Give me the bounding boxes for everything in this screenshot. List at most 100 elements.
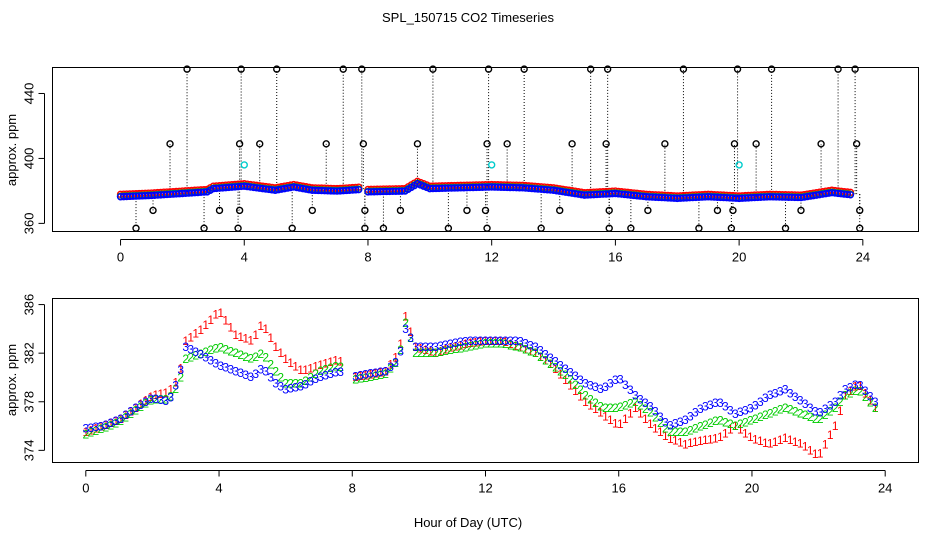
bottom-series-2-mark: 2 [452, 342, 459, 356]
bottom-series-2-mark: 2 [232, 346, 239, 360]
bottom-series-3-mark: 3 [177, 363, 184, 377]
bottom-series-1-mark: 1 [322, 356, 329, 370]
bottom-series-1-mark: 1 [752, 432, 759, 446]
bottom-series-1-mark: 1 [317, 358, 324, 372]
bottom-series-2-mark: 2 [357, 372, 364, 386]
top-low-outlier-point [308, 206, 316, 215]
bottom-series-3-mark: 3 [157, 393, 164, 407]
bottom-series-1-mark: 1 [662, 429, 669, 443]
bottom-series-1-mark: 1 [502, 335, 509, 349]
bottom-series-1-mark: 1 [197, 323, 204, 337]
bottom-x-tick-label: 20 [745, 481, 759, 496]
bottom-series-2-mark: 2 [392, 356, 399, 370]
bottom-series-1-mark: 1 [392, 351, 399, 365]
bottom-series-3-mark: 3 [322, 368, 329, 382]
bottom-series-1-mark: 1 [617, 417, 624, 431]
bottom-series-3-mark: 3 [862, 384, 869, 398]
bottom-series-2-mark: 2 [432, 346, 439, 360]
top-low-outlier-point [644, 206, 652, 215]
bottom-series-2-mark: 2 [377, 368, 384, 382]
top-low-outlier-point [481, 206, 490, 215]
top-high-outlier-point [235, 140, 244, 148]
bottom-series-1-mark: 1 [377, 365, 384, 379]
top-low-outlier-point [627, 224, 635, 232]
bottom-series-3-mark: 3 [707, 398, 714, 412]
bottom-series-1-mark: 1 [297, 363, 304, 377]
top-high-outlier-point [166, 140, 174, 148]
bottom-series-3-mark: 3 [747, 401, 754, 415]
bottom-series-1-mark: 1 [242, 332, 249, 346]
bottom-series-1-mark: 1 [487, 334, 494, 348]
bottom-series-3-mark: 3 [567, 366, 574, 380]
bottom-series-3-mark: 3 [692, 406, 699, 420]
bottom-series-2-mark: 2 [132, 403, 139, 417]
top-point-blue [354, 185, 363, 194]
top-point-blue [351, 186, 360, 194]
bottom-series-2-mark: 2 [362, 371, 369, 385]
top-point-blue [846, 191, 855, 199]
bottom-series-3-mark: 3 [372, 366, 379, 380]
bottom-series-2-mark: 2 [562, 368, 569, 382]
bottom-series-3-mark: 3 [132, 401, 139, 415]
top-y-tick-label: 360 [22, 213, 37, 235]
bottom-series-1-mark: 1 [557, 367, 564, 381]
bottom-series-3-mark: 3 [197, 348, 204, 362]
top-high-outlier-point [851, 65, 859, 73]
bottom-series-3-mark: 3 [712, 396, 719, 410]
top-y-axis-title: approx. ppm [4, 114, 19, 186]
bottom-series-2-mark: 2 [752, 412, 759, 426]
top-high-outlier-point [733, 65, 742, 73]
bottom-series-2-mark: 2 [567, 372, 574, 386]
bottom-series-1-mark: 1 [822, 437, 829, 451]
bottom-series-1-mark: 1 [567, 378, 574, 392]
bottom-series-1-mark: 1 [587, 398, 594, 412]
bottom-series-2-mark: 2 [532, 346, 539, 360]
bottom-series-3-mark: 3 [612, 373, 619, 387]
bottom-series-1-mark: 1 [127, 404, 134, 418]
bottom-series-2-mark: 2 [442, 344, 449, 358]
bottom-series-1-mark: 1 [642, 412, 649, 426]
bottom-series-2-mark: 2 [522, 343, 529, 357]
bottom-series-1-mark: 1 [572, 384, 579, 398]
bottom-series-1-mark: 1 [442, 343, 449, 357]
top-low-outlier-point [713, 206, 722, 215]
bottom-series-1-mark: 1 [692, 435, 699, 449]
bottom-series-3-mark: 3 [702, 400, 709, 414]
bottom-series-1-mark: 1 [357, 369, 364, 383]
bottom-series-2-mark: 2 [287, 377, 294, 391]
bottom-series-3-mark: 3 [437, 339, 444, 353]
bottom-series-3-mark: 3 [377, 365, 384, 379]
bottom-series-1-mark: 1 [287, 356, 294, 370]
bottom-series-3-mark: 3 [667, 418, 674, 432]
top-low-outlier-point [605, 206, 613, 215]
bottom-series-3-mark: 3 [627, 383, 634, 397]
bottom-series-2: 2222222222222222222222222222222222222222… [82, 316, 878, 442]
bottom-series-1-mark: 1 [757, 434, 764, 448]
bottom-series-2-mark: 2 [92, 424, 99, 438]
bottom-series-3-mark: 3 [287, 382, 294, 396]
bottom-series-3-mark: 3 [497, 334, 504, 348]
top-low-outlier-point [797, 206, 805, 215]
bottom-x-axis: 0 4 8 12 16 20 24 [82, 470, 892, 496]
bottom-series-2-mark: 2 [407, 331, 414, 345]
bottom-series-1-mark: 1 [327, 355, 334, 369]
bottom-series-2-mark: 2 [547, 357, 554, 371]
bottom-series-3-mark: 3 [257, 362, 264, 376]
bottom-series-1-mark: 1 [652, 421, 659, 435]
top-panel: approx. ppm 0 4 8 12 16 20 24 360 400 440 [4, 65, 919, 265]
bottom-series-1-mark: 1 [217, 306, 224, 320]
bottom-series-2-mark: 2 [862, 390, 869, 404]
bottom-series-3-mark: 3 [607, 377, 614, 391]
bottom-series-3-mark: 3 [97, 419, 104, 433]
bottom-series-3-mark: 3 [252, 367, 259, 381]
bottom-series-2-mark: 2 [437, 345, 444, 359]
bottom-series-2-mark: 2 [642, 402, 649, 416]
bottom-series-3-mark: 3 [217, 359, 224, 373]
bottom-series-2-mark: 2 [402, 316, 409, 330]
bottom-series-1-mark: 1 [782, 431, 789, 445]
bottom-series-3-mark: 3 [387, 360, 394, 374]
top-high-outlier-point [834, 65, 842, 73]
bottom-series-1-mark: 1 [637, 406, 644, 420]
bottom-series-3-mark: 3 [107, 416, 114, 430]
bottom-series-3-mark: 3 [587, 378, 594, 392]
